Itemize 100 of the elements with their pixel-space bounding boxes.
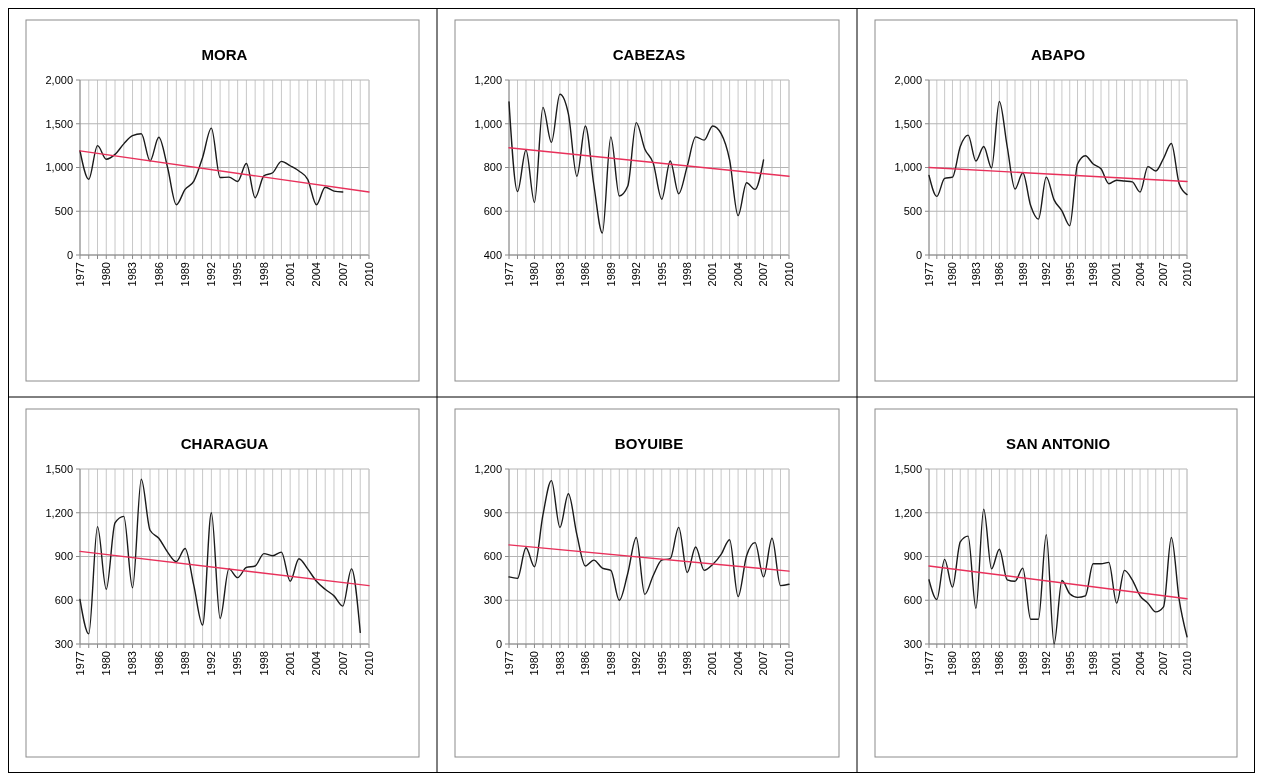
y-tick-label: 800 <box>483 161 502 174</box>
y-tick-label: 1,500 <box>894 117 922 130</box>
x-tick-label: 2010 <box>362 262 375 287</box>
x-tick-label: 1980 <box>946 262 959 287</box>
x-tick-label: 2010 <box>1180 651 1193 676</box>
x-tick-label: 1986 <box>579 262 592 287</box>
y-tick-label: 600 <box>483 205 502 218</box>
x-tick-label: 2001 <box>284 262 297 287</box>
x-tick-label: 1977 <box>73 262 86 287</box>
x-tick-label: 1989 <box>604 651 617 676</box>
y-tick-label: 1,500 <box>45 462 73 475</box>
x-tick-label: 2010 <box>782 651 795 676</box>
x-tick-label: 2001 <box>706 262 719 287</box>
x-tick-label: 2001 <box>1110 262 1123 287</box>
x-tick-label: 1983 <box>969 651 982 676</box>
x-tick-label: 2010 <box>1180 262 1193 287</box>
y-tick-label: 500 <box>54 205 73 218</box>
y-tick-label: 900 <box>483 506 502 519</box>
x-tick-label: 1989 <box>1016 651 1029 676</box>
x-tick-label: 1980 <box>100 651 113 676</box>
x-tick-label: 1977 <box>502 651 515 676</box>
x-tick-label: 1983 <box>553 651 566 676</box>
y-tick-label: 1,000 <box>474 117 502 130</box>
x-tick-label: 2007 <box>336 262 349 287</box>
line-series <box>508 479 790 601</box>
x-tick-label: 2001 <box>1110 651 1123 676</box>
x-tick-label: 1992 <box>1040 651 1053 676</box>
x-tick-label: 1986 <box>579 651 592 676</box>
x-tick-label: 2007 <box>757 651 770 676</box>
x-tick-label: 1995 <box>231 651 244 676</box>
y-tick-label: 0 <box>66 248 73 261</box>
line-series <box>928 100 1188 227</box>
x-tick-label: 1998 <box>1087 262 1100 287</box>
y-tick-label: 300 <box>483 594 502 607</box>
x-tick-label: 1980 <box>528 262 541 287</box>
y-tick-label: 400 <box>483 248 502 261</box>
y-tick-label: 300 <box>903 637 922 650</box>
x-tick-label: 1977 <box>73 651 86 676</box>
x-tick-label: 1992 <box>205 651 218 676</box>
x-tick-label: 1989 <box>178 262 191 287</box>
x-tick-label: 1995 <box>655 651 668 676</box>
x-tick-label: 1980 <box>946 651 959 676</box>
line-series <box>508 93 765 234</box>
x-tick-label: 1992 <box>1040 262 1053 287</box>
y-tick-label: 1,500 <box>894 462 922 475</box>
x-tick-label: 2004 <box>731 651 744 676</box>
x-tick-label: 1998 <box>681 651 694 676</box>
x-tick-label: 2010 <box>362 651 375 676</box>
y-tick-label: 600 <box>54 594 73 607</box>
y-tick-label: 500 <box>903 205 922 218</box>
x-tick-label: 1995 <box>1063 262 1076 287</box>
x-tick-label: 2004 <box>310 651 323 676</box>
x-tick-label: 1998 <box>681 262 694 287</box>
chart-title: CABEZAS <box>612 46 686 63</box>
x-tick-label: 1995 <box>655 262 668 287</box>
x-tick-label: 1986 <box>152 651 165 676</box>
x-tick-label: 1977 <box>922 262 935 287</box>
x-tick-label: 2001 <box>284 651 297 676</box>
x-tick-label: 1989 <box>1016 262 1029 287</box>
x-tick-label: 2007 <box>1157 651 1170 676</box>
x-tick-label: 1995 <box>231 262 244 287</box>
y-tick-label: 1,200 <box>45 506 73 519</box>
y-tick-label: 1,500 <box>45 117 73 130</box>
x-tick-label: 2004 <box>1133 262 1146 287</box>
y-tick-label: 2,000 <box>45 73 73 86</box>
line-series <box>79 127 344 206</box>
y-tick-label: 1,200 <box>474 462 502 475</box>
x-tick-label: 1986 <box>152 262 165 287</box>
x-tick-label: 1992 <box>630 262 643 287</box>
line-series <box>79 478 361 635</box>
x-tick-label: 1980 <box>100 262 113 287</box>
x-tick-label: 2004 <box>310 262 323 287</box>
chart-title: BOYUIBE <box>614 435 684 452</box>
x-tick-label: 2004 <box>731 262 744 287</box>
x-tick-label: 1989 <box>604 262 617 287</box>
x-tick-label: 2007 <box>757 262 770 287</box>
x-tick-label: 1998 <box>257 262 270 287</box>
y-tick-label: 600 <box>483 550 502 563</box>
x-tick-label: 1977 <box>502 262 515 287</box>
x-tick-label: 1998 <box>257 651 270 676</box>
x-tick-label: 2001 <box>706 651 719 676</box>
x-tick-label: 2007 <box>336 651 349 676</box>
y-tick-label: 0 <box>495 637 502 650</box>
x-tick-label: 1977 <box>922 651 935 676</box>
y-tick-label: 900 <box>903 550 922 563</box>
y-tick-label: 2,000 <box>894 73 922 86</box>
y-tick-label: 1,200 <box>894 506 922 519</box>
x-tick-label: 2007 <box>1157 262 1170 287</box>
x-tick-label: 1989 <box>178 651 191 676</box>
chart-title: SAN ANTONIO <box>1005 435 1111 452</box>
x-tick-label: 1992 <box>205 262 218 287</box>
x-tick-label: 1992 <box>630 651 643 676</box>
y-tick-label: 600 <box>903 594 922 607</box>
y-tick-label: 0 <box>915 248 922 261</box>
x-tick-label: 1983 <box>126 651 139 676</box>
y-tick-label: 1,200 <box>474 73 502 86</box>
chart-title: MORA <box>201 46 248 63</box>
chart-title: ABAPO <box>1030 46 1086 63</box>
y-tick-label: 300 <box>54 637 73 650</box>
x-tick-label: 1980 <box>528 651 541 676</box>
